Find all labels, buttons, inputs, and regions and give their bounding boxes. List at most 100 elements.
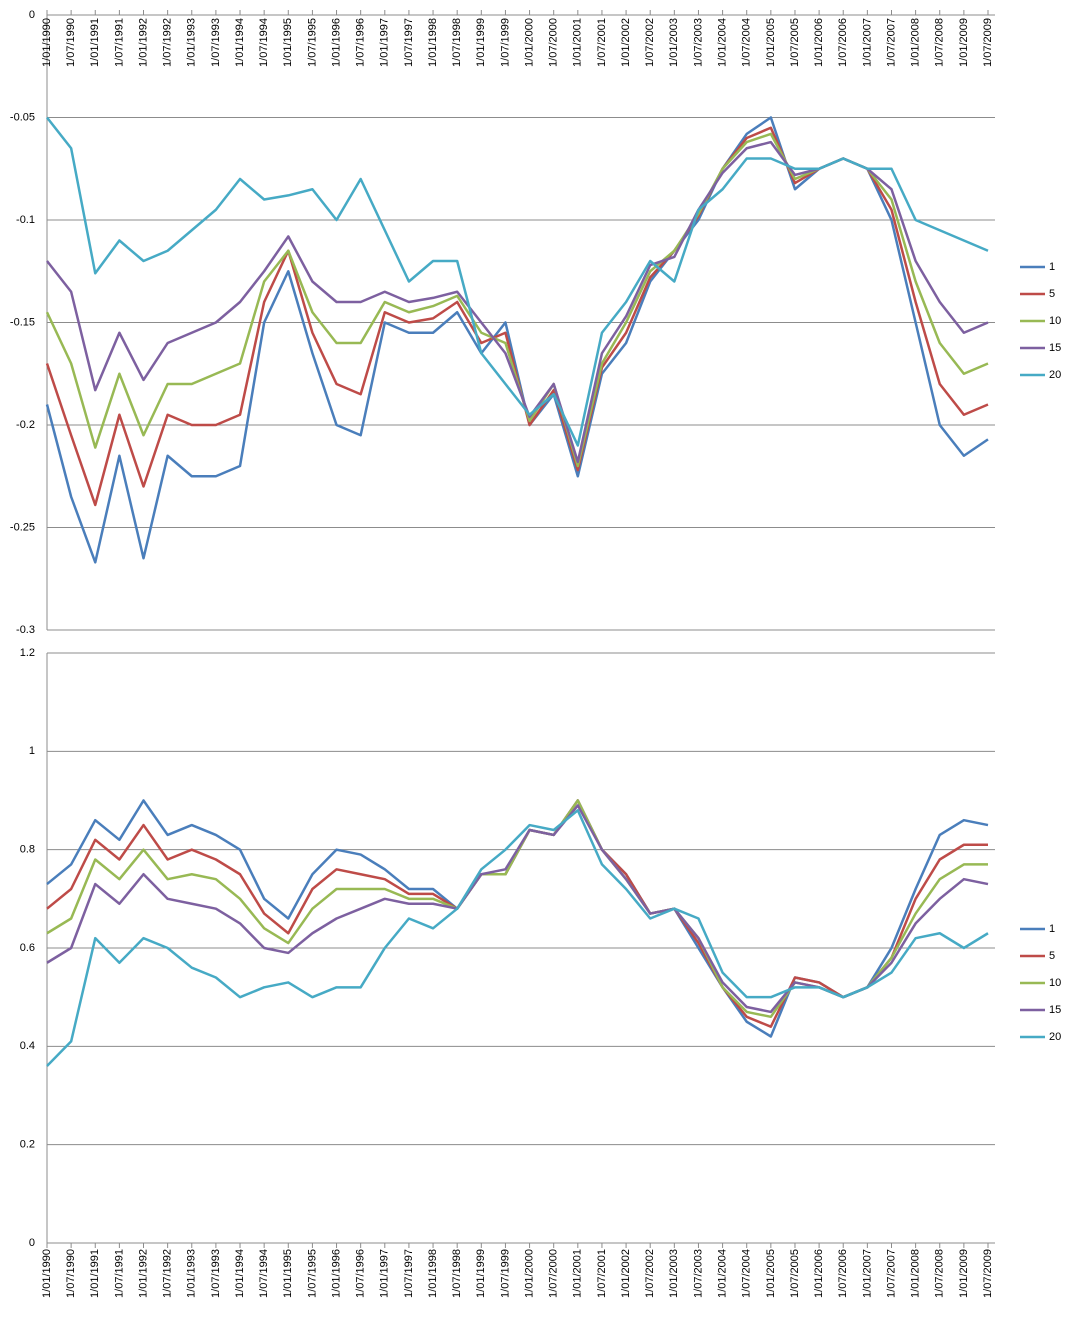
- x-tick-label: 1/01/1994: [234, 1249, 246, 1298]
- legend-label: 10: [1049, 315, 1061, 327]
- x-tick-label: 1/01/2002: [620, 1249, 632, 1298]
- y-tick-label: 1: [29, 745, 35, 757]
- x-tick-label: 1/01/2009: [958, 1249, 970, 1298]
- x-tick-label: 1/07/1999: [499, 1249, 511, 1298]
- x-tick-label: 1/07/1996: [355, 1249, 367, 1298]
- x-tick-label: 1/07/1996: [355, 18, 367, 67]
- series-line: [46, 809, 989, 1067]
- y-tick-label: 0.2: [20, 1139, 35, 1151]
- x-tick-label: 1/07/2008: [934, 1249, 946, 1298]
- y-tick-label: 0.6: [20, 942, 35, 954]
- x-tick-label: 1/07/1992: [162, 1249, 174, 1298]
- legend-label: 20: [1049, 369, 1061, 381]
- x-tick-label: 1/07/1995: [306, 1249, 318, 1298]
- x-tick-label: 1/07/2000: [548, 18, 560, 67]
- y-tick-label: -0.05: [10, 111, 35, 123]
- x-tick-label: 1/01/1992: [137, 1249, 149, 1298]
- x-tick-label: 1/07/1997: [403, 1249, 415, 1298]
- x-tick-label: 1/07/1994: [258, 18, 270, 67]
- x-tick-label: 1/07/2004: [741, 1249, 753, 1298]
- series-line: [46, 116, 989, 447]
- x-tick-label: 1/07/2007: [885, 1249, 897, 1298]
- x-tick-label: 1/07/2008: [934, 18, 946, 67]
- x-tick-label: 1/07/2004: [741, 18, 753, 67]
- legend-label: 5: [1049, 950, 1055, 962]
- y-tick-label: -0.25: [10, 521, 35, 533]
- x-tick-label: 1/07/2002: [644, 1249, 656, 1298]
- x-tick-label: 1/07/1990: [65, 1249, 77, 1298]
- series-line: [45, 116, 989, 564]
- x-tick-label: 1/07/1991: [113, 1249, 125, 1298]
- x-tick-label: 1/01/1992: [137, 18, 149, 67]
- x-tick-label: 1/07/1998: [451, 18, 463, 67]
- x-tick-label: 1/01/1997: [379, 1249, 391, 1298]
- y-tick-label: 0: [29, 1237, 35, 1249]
- legend-label: 10: [1049, 977, 1061, 989]
- x-tick-label: 1/07/1993: [210, 18, 222, 67]
- x-tick-label: 1/01/2000: [523, 1249, 535, 1298]
- x-tick-label: 1/07/2009: [982, 1249, 994, 1298]
- legend-label: 15: [1049, 342, 1061, 354]
- x-tick-label: 1/07/2001: [596, 1249, 608, 1298]
- x-tick-label: 1/01/2004: [716, 18, 728, 67]
- x-tick-label: 1/01/2007: [861, 1249, 873, 1298]
- x-tick-label: 1/07/1998: [451, 1249, 463, 1298]
- y-tick-label: 0: [29, 9, 35, 21]
- x-tick-label: 1/01/1999: [475, 18, 487, 67]
- x-tick-label: 1/01/1991: [89, 18, 101, 67]
- x-tick-label: 1/07/1990: [65, 18, 77, 67]
- legend-label: 5: [1049, 288, 1055, 300]
- x-tick-label: 1/01/2005: [765, 1249, 777, 1298]
- legend-label: 15: [1049, 1004, 1061, 1016]
- x-tick-label: 1/07/2006: [837, 18, 849, 67]
- x-tick-label: 1/07/1997: [403, 18, 415, 67]
- x-tick-label: 1/01/1991: [89, 1249, 101, 1298]
- x-tick-label: 1/01/2004: [716, 1249, 728, 1298]
- x-tick-label: 1/07/2005: [789, 1249, 801, 1298]
- x-tick-label: 1/01/2007: [861, 18, 873, 67]
- x-tick-label: 1/01/2008: [910, 1249, 922, 1298]
- x-tick-label: 1/01/1994: [234, 18, 246, 67]
- x-tick-label: 1/01/1998: [427, 1249, 439, 1298]
- x-tick-label: 1/01/2006: [813, 1249, 825, 1298]
- y-tick-label: 1.2: [20, 647, 35, 659]
- x-tick-label: 1/07/2003: [692, 18, 704, 67]
- x-tick-label: 1/01/2001: [572, 18, 584, 67]
- x-tick-label: 1/01/1993: [186, 18, 198, 67]
- x-tick-label: 1/01/2005: [765, 18, 777, 67]
- legend-label: 20: [1049, 1031, 1061, 1043]
- x-tick-label: 1/07/2009: [982, 18, 994, 67]
- legend-label: 1: [1049, 261, 1055, 273]
- x-tick-label: 1/01/1995: [282, 1249, 294, 1298]
- series-line: [45, 132, 989, 468]
- series-line: [46, 799, 988, 1019]
- x-tick-label: 1/07/2006: [837, 1249, 849, 1298]
- x-tick-label: 1/07/2005: [789, 18, 801, 67]
- x-tick-label: 1/07/1993: [210, 1249, 222, 1298]
- y-tick-label: -0.2: [16, 419, 35, 431]
- series-line: [45, 126, 989, 507]
- y-tick-label: -0.15: [10, 316, 35, 328]
- x-tick-label: 1/01/1998: [427, 18, 439, 67]
- x-tick-label: 1/07/1994: [258, 1249, 270, 1298]
- x-tick-label: 1/01/2000: [523, 18, 535, 67]
- x-tick-label: 1/01/1996: [330, 1249, 342, 1298]
- y-tick-label: -0.3: [16, 624, 35, 636]
- x-tick-label: 1/01/1990: [41, 1249, 53, 1298]
- x-tick-label: 1/07/2003: [692, 1249, 704, 1298]
- legend-label: 1: [1049, 923, 1055, 935]
- x-tick-label: 1/07/2001: [596, 18, 608, 67]
- series-line: [46, 799, 988, 1028]
- x-tick-label: 1/01/2006: [813, 18, 825, 67]
- x-tick-label: 1/01/2001: [572, 1249, 584, 1298]
- x-tick-label: 1/07/1999: [499, 18, 511, 67]
- y-tick-label: -0.1: [16, 214, 35, 226]
- x-tick-label: 1/07/2007: [885, 18, 897, 67]
- y-tick-label: 0.4: [20, 1040, 35, 1052]
- x-tick-label: 1/01/1993: [186, 1249, 198, 1298]
- x-tick-label: 1/01/2009: [958, 18, 970, 67]
- x-tick-label: 1/01/1990: [41, 18, 53, 67]
- x-tick-label: 1/01/1996: [330, 18, 342, 67]
